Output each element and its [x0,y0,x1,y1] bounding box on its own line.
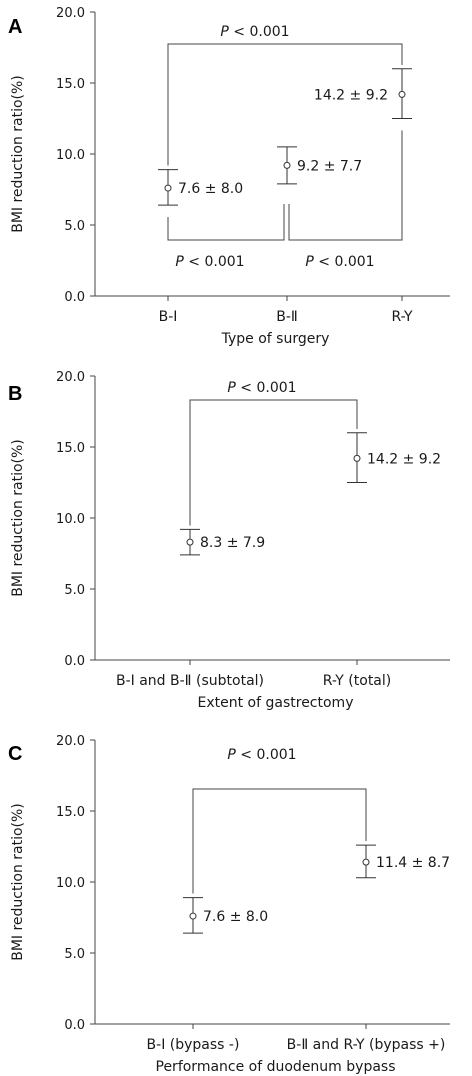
y-axis-label: BMI reduction ratio(%) [10,439,26,597]
y-axis-label: BMI reduction ratio(%) [10,75,26,233]
x-axis-label: Performance of duodenum bypass [156,1059,396,1075]
significance-label: P < 0.001 [227,747,296,763]
y-tick-label: 5.0 [64,947,85,962]
y-tick-label: 10.0 [56,512,85,527]
y-tick-label: 10.0 [56,876,85,891]
x-tick-label: B-Ⅱ [276,309,298,325]
x-tick-label: R-Y [391,309,413,325]
significance-bracket [167,204,285,241]
data-point [362,858,370,866]
data-label: 11.4 ± 8.7 [376,855,450,871]
significance-label: P < 0.001 [220,24,289,40]
x-tick-label: B-Ⅱ and R-Y (bypass +) [287,1037,446,1053]
x-axis-label: Extent of gastrectomy [198,695,354,711]
y-tick-label: 0.0 [64,290,85,305]
y-tick-label: 20.0 [56,734,85,749]
y-tick-label: 0.0 [64,654,85,669]
significance-bracket [192,788,367,894]
y-tick-label: 5.0 [64,583,85,598]
data-point [186,538,194,546]
significance-bracket [288,130,403,241]
significance-label: P < 0.001 [175,254,244,270]
panel-letter: A [8,16,22,38]
y-tick-label: 15.0 [56,805,85,820]
y-tick-label: 5.0 [64,219,85,234]
x-tick-label: B-Ⅰ [159,309,178,325]
significance-label: P < 0.001 [305,254,374,270]
data-label: 8.3 ± 7.9 [200,535,265,551]
data-point [283,161,291,169]
data-label: 14.2 ± 9.2 [367,451,441,467]
data-label: 9.2 ± 7.7 [297,158,362,174]
y-tick-label: 15.0 [56,77,85,92]
y-tick-label: 0.0 [64,1018,85,1033]
panel-letter: C [8,743,22,765]
significance-bracket [167,43,403,166]
data-label: 7.6 ± 8.0 [203,909,268,925]
y-tick-label: 15.0 [56,441,85,456]
x-axis-label: Type of surgery [221,331,330,347]
data-point [164,184,172,192]
data-point [353,454,361,462]
data-label: 7.6 ± 8.0 [178,181,243,197]
data-label: 14.2 ± 9.2 [314,87,388,103]
y-tick-label: 10.0 [56,148,85,163]
y-axis-label: BMI reduction ratio(%) [10,803,26,961]
y-tick-label: 20.0 [56,370,85,385]
significance-label: P < 0.001 [227,380,296,396]
significance-bracket [189,399,358,526]
y-tick-label: 20.0 [56,6,85,21]
panel-letter: B [8,383,22,405]
data-point [189,912,197,920]
x-tick-label: R-Y (total) [323,673,392,689]
x-tick-label: B-Ⅰ and B-Ⅱ (subtotal) [116,673,264,689]
x-tick-label: B-Ⅰ (bypass -) [147,1037,240,1053]
data-point [398,90,406,98]
